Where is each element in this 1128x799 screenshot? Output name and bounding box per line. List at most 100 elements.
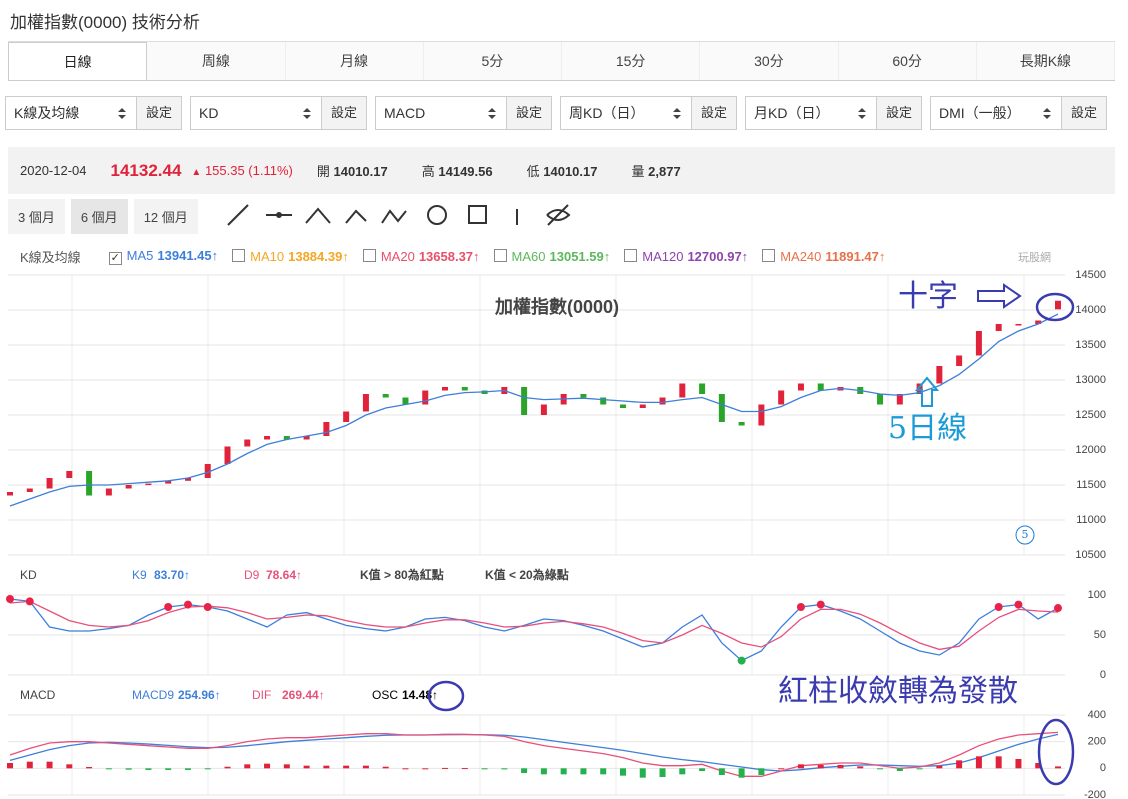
settings-button[interactable]: 設定 <box>1061 97 1106 129</box>
kd-dot <box>994 603 1003 611</box>
label: 量 <box>631 164 645 179</box>
tab[interactable]: 15分 <box>562 42 701 80</box>
arrow <box>914 376 940 407</box>
legend-item[interactable]: MA120 12700.97↑ <box>624 249 748 264</box>
osc-bar <box>1015 759 1022 769</box>
selector[interactable]: K線及均線 設定 <box>5 96 182 130</box>
y-tick-label: 0 <box>1100 669 1106 681</box>
tab[interactable]: 5分 <box>424 42 562 80</box>
price: 14132.44 <box>110 160 182 180</box>
candle <box>105 488 112 496</box>
select[interactable]: KD <box>191 97 321 129</box>
osc-bar <box>857 766 864 769</box>
legend-item[interactable]: MA20 13658.37↑ <box>362 249 480 264</box>
line <box>9 600 1059 651</box>
select[interactable]: MACD <box>376 97 506 129</box>
candle <box>877 394 884 405</box>
settings-button[interactable]: 設定 <box>321 97 366 129</box>
legend-value: 12700.97↑ <box>687 249 749 264</box>
osc-bar <box>521 768 528 773</box>
value: 14010.17 <box>333 164 388 179</box>
checkbox[interactable] <box>762 249 776 262</box>
legend-item[interactable]: MA10 13884.39↑ <box>232 249 349 264</box>
osc-bar <box>244 764 251 769</box>
kd-dot <box>816 600 825 609</box>
panel-title: MACD <box>20 688 56 702</box>
legend-name: MA120 <box>642 249 684 264</box>
y-tick-label: 400 <box>1088 709 1106 721</box>
candle <box>362 394 369 412</box>
selector[interactable]: 月KD（日） 設定 <box>745 96 922 130</box>
kd-dot <box>164 603 173 611</box>
checkbox[interactable] <box>232 249 246 262</box>
candle <box>26 488 33 492</box>
select[interactable]: DMI（一般） <box>931 97 1061 129</box>
select[interactable]: 周KD（日） <box>561 97 691 129</box>
legend-value: 14.48↑ <box>402 688 438 702</box>
settings-button[interactable]: 設定 <box>506 97 551 129</box>
period-button[interactable]: 6 個月 <box>70 199 128 234</box>
legend-item[interactable]: ✓ MA5 13941.45↑ <box>108 248 218 265</box>
checkbox[interactable] <box>624 249 638 262</box>
select[interactable]: K線及均線 <box>6 97 136 129</box>
candle <box>422 390 429 405</box>
candle <box>165 480 172 484</box>
settings-button[interactable]: 設定 <box>136 97 181 129</box>
osc-bar <box>1035 763 1042 769</box>
ma-legend: K線及均線 ✓ MA5 13941.45↑ MA10 13884.39↑ MA20 13658… <box>20 247 885 266</box>
checkbox[interactable]: ✓ <box>108 252 122 265</box>
legend-item[interactable]: MA60 13051.59↑ <box>493 249 611 264</box>
candle <box>7 492 13 496</box>
kd-dot <box>796 603 805 611</box>
legend-value: 269.44↑ <box>282 688 325 702</box>
osc-bar <box>461 768 468 770</box>
osc-bar <box>738 768 745 778</box>
tab[interactable]: 周線 <box>147 42 286 80</box>
label: 開 <box>316 164 330 179</box>
y-tick-label: 100 <box>1088 589 1106 601</box>
tab[interactable]: 長期K線 <box>977 42 1115 80</box>
candle <box>402 397 409 405</box>
legend-item[interactable]: MA240 11891.47↑ <box>762 249 885 264</box>
osc-bar <box>382 766 389 769</box>
selector[interactable]: 周KD（日） 設定 <box>560 96 737 130</box>
candle <box>758 404 765 426</box>
settings-button[interactable]: 設定 <box>876 97 921 129</box>
osc-bar <box>817 765 824 769</box>
candle <box>1055 300 1061 310</box>
candle <box>1035 320 1042 324</box>
osc-bar <box>758 768 765 775</box>
highlight <box>427 680 465 712</box>
osc-bar <box>422 768 429 770</box>
settings-button[interactable]: 設定 <box>691 97 736 129</box>
checkbox[interactable] <box>493 249 507 262</box>
candle <box>343 411 350 422</box>
select[interactable]: 月KD（日） <box>746 97 876 129</box>
candle <box>303 436 310 440</box>
selector[interactable]: MACD 設定 <box>375 96 552 130</box>
candle <box>738 422 745 426</box>
legend-name: MA240 <box>780 249 822 264</box>
high: 高 14149.56 <box>422 161 493 180</box>
candle <box>936 366 943 384</box>
candle <box>956 355 963 366</box>
legend-name: MA60 <box>511 249 546 264</box>
period-button[interactable]: 12 個月 <box>133 199 198 234</box>
osc-bar <box>600 768 607 775</box>
selector[interactable]: KD 設定 <box>190 96 367 130</box>
tab[interactable]: 月線 <box>286 42 424 80</box>
osc-bar <box>402 768 409 770</box>
tab[interactable]: 日線 <box>8 42 148 80</box>
legend-value: 13051.59↑ <box>549 249 611 264</box>
selector[interactable]: DMI（一般） 設定 <box>930 96 1107 130</box>
candle <box>896 394 903 405</box>
period-button[interactable]: 3 個月 <box>8 199 65 234</box>
osc-bar <box>125 768 132 770</box>
candle <box>66 471 73 478</box>
osc-bar <box>362 765 369 769</box>
tab[interactable]: 60分 <box>839 42 977 80</box>
checkbox[interactable] <box>362 249 376 262</box>
y-tick-label: 0 <box>1100 762 1106 774</box>
tab[interactable]: 30分 <box>700 42 839 80</box>
candle <box>244 439 251 447</box>
